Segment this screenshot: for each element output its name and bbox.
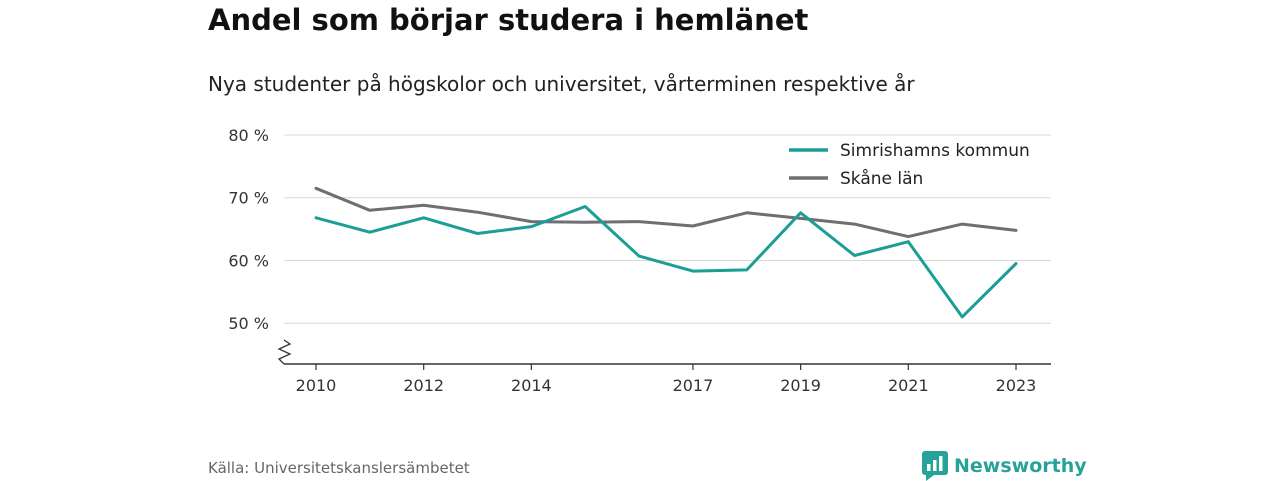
x-tick-label: 2017 xyxy=(673,376,714,395)
chart-subtitle: Nya studenter på högskolor och universit… xyxy=(208,72,915,96)
series-line-simrishamns-kommun xyxy=(314,205,1018,319)
legend-label: Simrishamns kommun xyxy=(840,141,1030,161)
series-line-skåne-län xyxy=(314,186,1018,239)
legend-label: Skåne län xyxy=(840,168,923,189)
x-tick-label: 2021 xyxy=(888,376,929,395)
x-tick-label: 2014 xyxy=(511,376,552,395)
brand-name: Newsworthy xyxy=(954,455,1087,477)
x-tick-label: 2019 xyxy=(780,376,821,395)
y-tick-label: 60 % xyxy=(228,251,269,270)
y-tick-label: 70 % xyxy=(228,189,269,208)
y-tick-label: 50 % xyxy=(228,314,269,333)
brand-logo[interactable]: Newsworthy xyxy=(922,451,1087,481)
newsworthy-logo-icon xyxy=(922,451,948,481)
x-tick-label: 2010 xyxy=(296,376,337,395)
axis-break-icon xyxy=(277,339,292,365)
source-note: Källa: Universitetskanslersämbetet xyxy=(208,459,470,477)
x-tick-label: 2023 xyxy=(996,376,1037,395)
x-tick-label: 2012 xyxy=(403,376,444,395)
chart-title: Andel som börjar studera i hemlänet xyxy=(208,3,809,37)
y-tick-label: 80 % xyxy=(228,126,269,145)
